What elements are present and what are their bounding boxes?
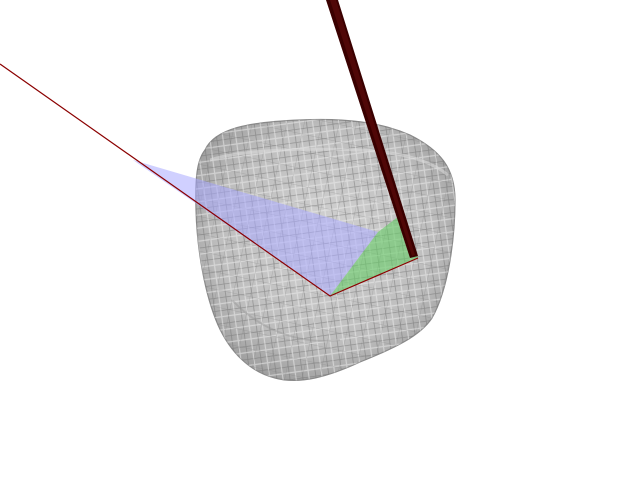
mesh-bottom-edge <box>231 299 341 342</box>
blue-plane[interactable] <box>133 160 378 296</box>
beam-highlight <box>330 0 415 256</box>
axis-line[interactable] <box>0 63 419 297</box>
mesh-top-edge <box>209 147 449 177</box>
green-plane[interactable] <box>330 213 418 296</box>
